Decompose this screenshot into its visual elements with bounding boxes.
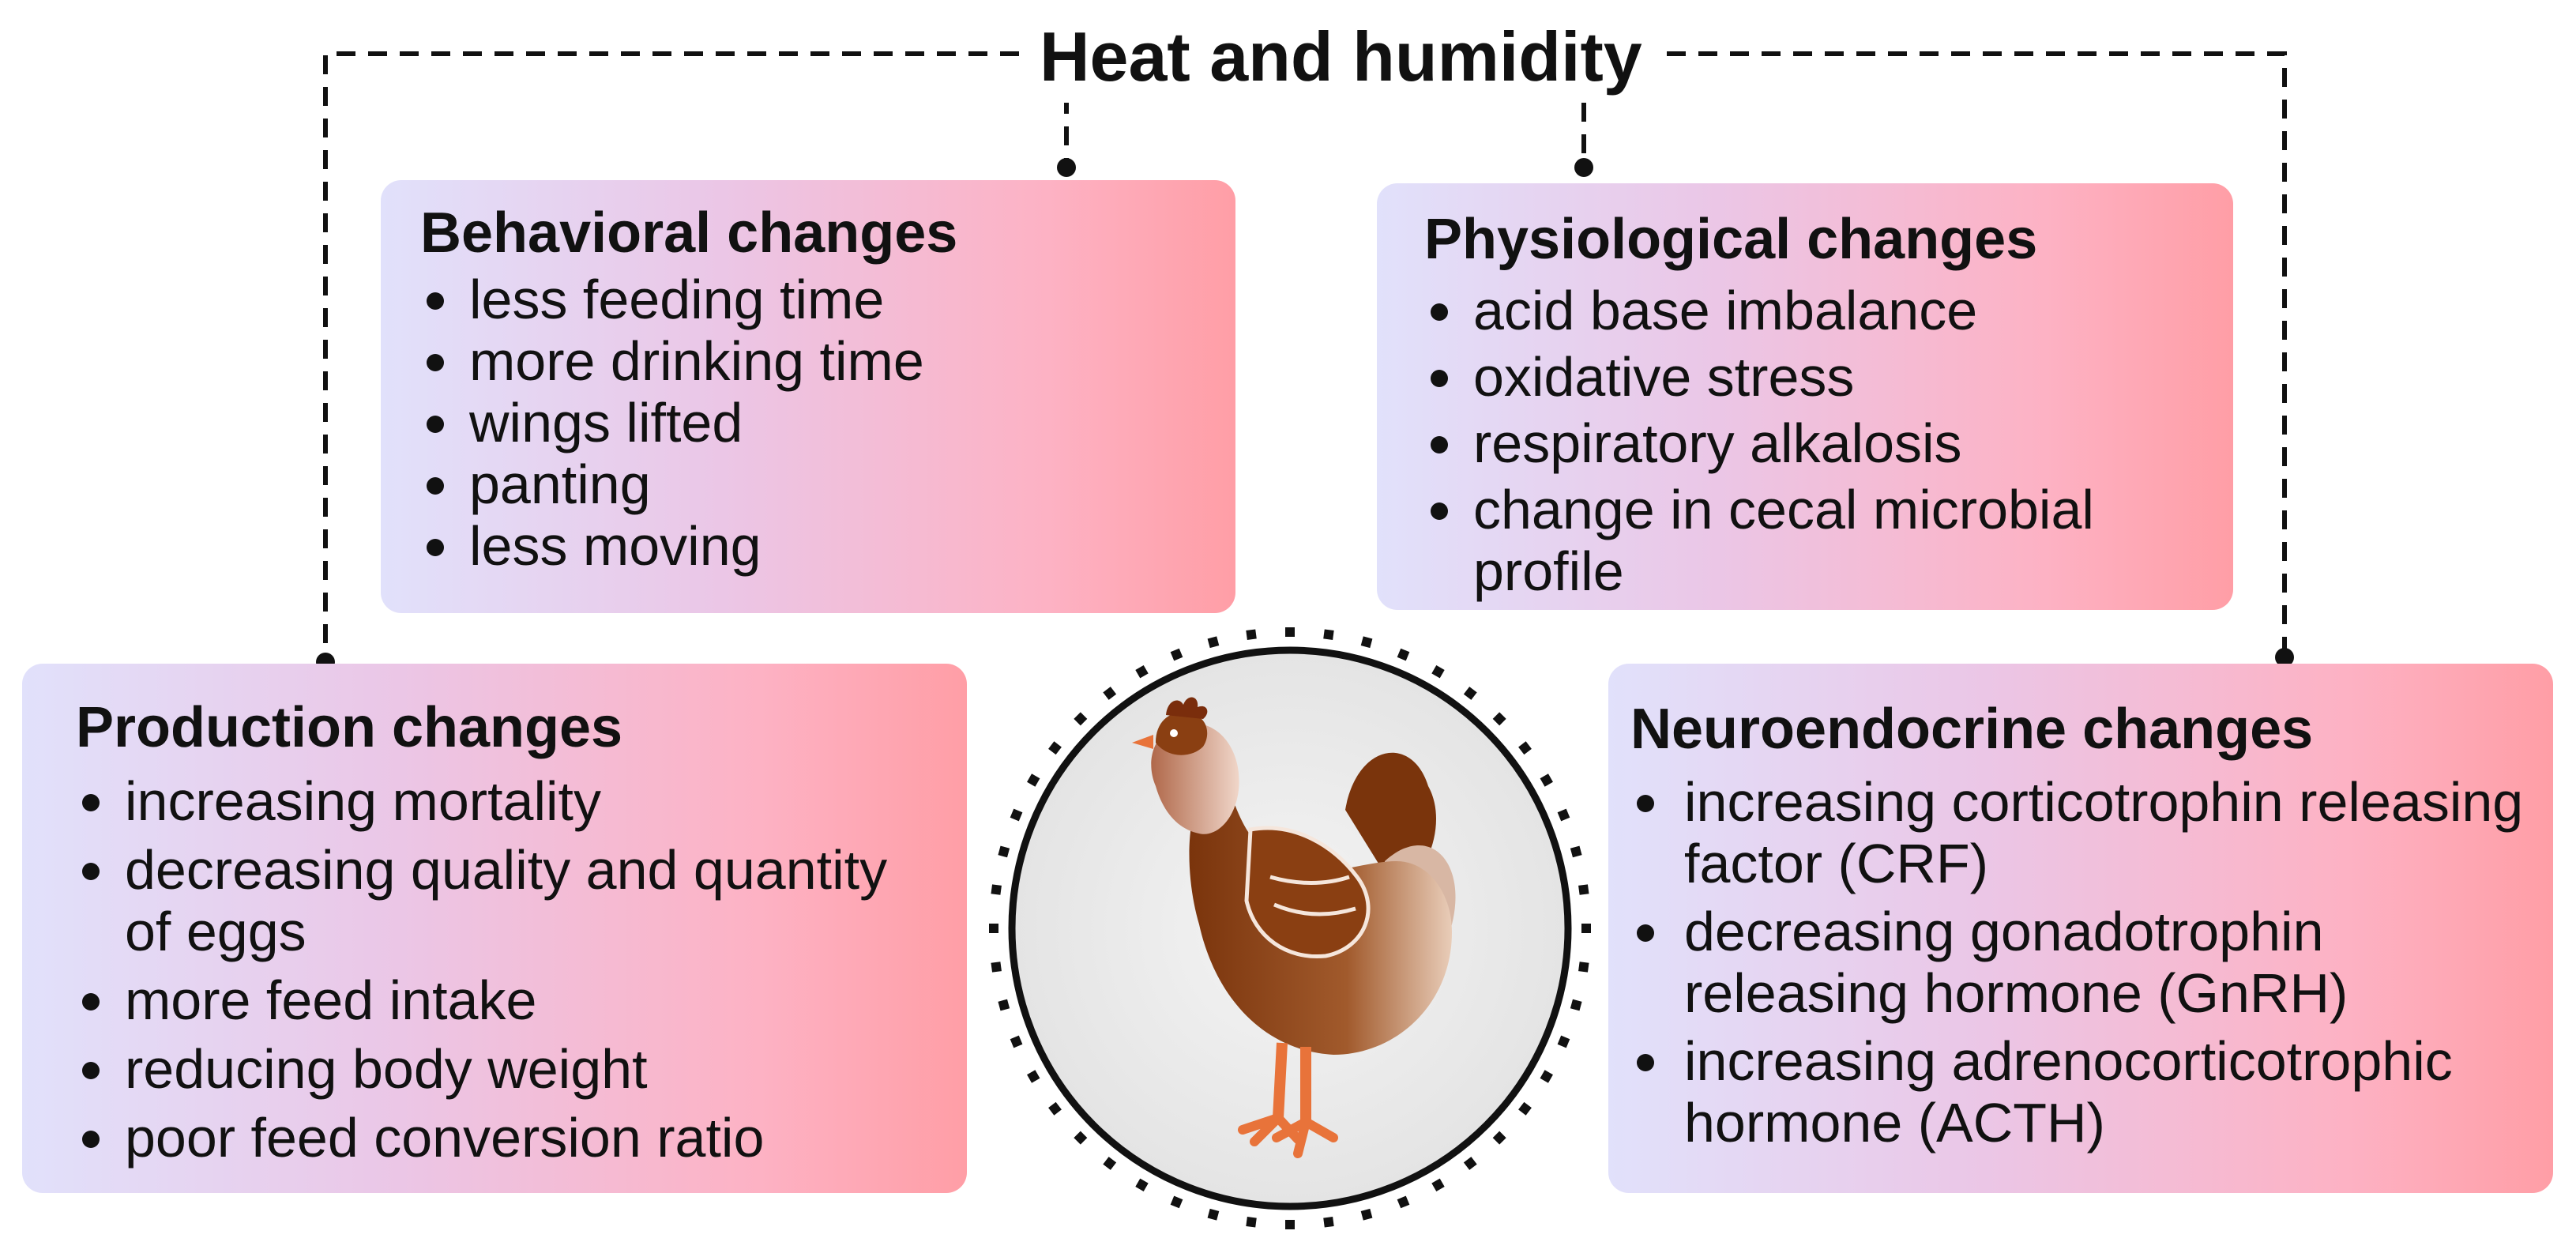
circle-tick <box>991 962 1002 973</box>
connector-right <box>1635 51 2287 657</box>
circle-tick <box>998 845 1010 858</box>
list-item: wings lifted <box>420 392 1196 453</box>
production-changes-box: Production changes increasing mortality … <box>22 664 967 1193</box>
circle-tick <box>1570 999 1582 1011</box>
circle-tick <box>1557 1035 1570 1048</box>
list-item: acid base imbalance <box>1424 280 2186 341</box>
box-heading: Neuroendocrine changes <box>1630 698 2314 761</box>
hen-icon <box>989 627 1591 1229</box>
circle-tick <box>1463 687 1477 700</box>
list-item: less moving <box>420 515 1196 577</box>
circle-tick <box>1323 629 1334 640</box>
circle-tick <box>1103 1157 1117 1170</box>
circle-tick <box>1492 1131 1506 1145</box>
circle-tick <box>1518 741 1532 755</box>
behavioral-changes-box: Behavioral changes less feeding time mor… <box>381 180 1235 613</box>
circle-tick <box>1170 1195 1183 1209</box>
circle-tick <box>1010 1035 1023 1048</box>
circle-tick <box>1540 1070 1553 1083</box>
circle-tick <box>989 924 998 933</box>
circle-tick <box>1135 1178 1149 1191</box>
list-item: respiratory alkalosis <box>1424 412 2186 474</box>
circle-tick <box>1285 627 1295 637</box>
box-heading: Behavioral changes <box>420 201 958 265</box>
circle-tick <box>1010 808 1023 822</box>
list-item: poor feed conversion ratio <box>76 1107 913 1169</box>
box-list: less feeding time more drinking time win… <box>420 269 1196 577</box>
circle-tick <box>1323 1217 1334 1228</box>
circle-tick <box>1135 665 1149 679</box>
list-item: reducing body weight <box>76 1038 913 1100</box>
circle-tick <box>1397 1195 1410 1209</box>
list-item: decreasing quality and quantity of eggs <box>76 839 913 962</box>
box-list: increasing mortality decreasing quality … <box>76 770 913 1169</box>
connector-dot <box>1057 158 1076 177</box>
circle-tick <box>991 884 1002 895</box>
circle-tick <box>1518 1101 1532 1116</box>
circle-tick <box>1285 1220 1295 1229</box>
circle-tick <box>1540 773 1553 787</box>
circle-tick <box>1048 1101 1062 1116</box>
list-item: more drinking time <box>420 330 1196 392</box>
circle-tick <box>1581 924 1591 933</box>
circle-tick <box>1074 1131 1088 1145</box>
connector-dot <box>2275 648 2294 667</box>
list-item: oxidative stress <box>1424 346 2186 408</box>
list-item: increasing mortality <box>76 770 913 832</box>
connector-left <box>323 51 1019 662</box>
diagram-title: Heat and humidity <box>1019 11 1663 103</box>
circle-tick <box>1246 1217 1257 1228</box>
list-item: increasing corticotrophin releasing fact… <box>1630 771 2531 894</box>
list-item: more feed intake <box>76 969 913 1031</box>
box-heading: Production changes <box>76 696 623 759</box>
circle-tick <box>1246 629 1257 640</box>
list-item: increasing adrenocorticotrophic hormone … <box>1630 1030 2531 1154</box>
circle-tick <box>1207 1208 1220 1221</box>
list-item: less feeding time <box>420 269 1196 330</box>
list-item: decreasing gonadotrophin releasing hormo… <box>1630 901 2531 1024</box>
circle-tick <box>1360 636 1373 649</box>
circle-tick <box>1207 636 1220 649</box>
box-heading: Physiological changes <box>1424 208 2038 271</box>
circle-tick <box>1397 648 1410 661</box>
circle-tick <box>1074 712 1088 726</box>
circle-tick <box>1492 712 1506 726</box>
circle-tick <box>1431 1178 1445 1191</box>
circle-tick <box>1578 884 1589 895</box>
neuroendocrine-changes-box: Neuroendocrine changes increasing cortic… <box>1608 664 2553 1193</box>
circle-tick <box>1027 773 1040 787</box>
circle-tick <box>1557 808 1570 822</box>
box-list: acid base imbalance oxidative stress res… <box>1424 280 2186 602</box>
box-list: increasing corticotrophin releasing fact… <box>1630 771 2531 1154</box>
physiological-changes-box: Physiological changes acid base imbalanc… <box>1377 183 2233 610</box>
list-item: change in cecal microbial profile <box>1424 479 2186 602</box>
hen-illustration <box>986 624 1594 1233</box>
circle-tick <box>1360 1208 1373 1221</box>
circle-tick <box>998 999 1010 1011</box>
circle-tick <box>1431 665 1445 679</box>
circle-tick <box>1048 741 1062 755</box>
circle-tick <box>1570 845 1582 858</box>
circle-tick <box>1170 648 1183 661</box>
circle-tick <box>1027 1070 1040 1083</box>
circle-tick <box>1103 687 1117 700</box>
circle-tick <box>1578 962 1589 973</box>
list-item: panting <box>420 453 1196 515</box>
circle-tick <box>1463 1157 1477 1170</box>
connector-dot <box>1574 158 1593 177</box>
